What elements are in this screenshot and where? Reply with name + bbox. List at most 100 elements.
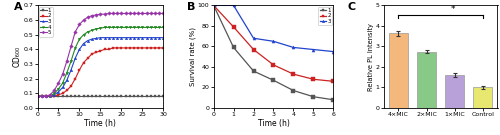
2 — [330, 80, 336, 82]
Legend: 1, 2, 3, 4, 5: 1, 2, 3, 4, 5 — [38, 6, 52, 36]
4 — [110, 27, 116, 28]
1 — [68, 95, 74, 97]
Line: 5: 5 — [36, 12, 164, 97]
Y-axis label: Relative PL Intensity: Relative PL Intensity — [368, 23, 374, 91]
2 — [98, 50, 103, 52]
3 — [47, 95, 53, 97]
Line: 4: 4 — [36, 26, 164, 97]
1 — [122, 95, 128, 97]
3 — [144, 37, 150, 38]
4 — [102, 27, 107, 28]
1 — [93, 95, 99, 97]
3 — [156, 37, 162, 38]
3 — [152, 37, 158, 38]
5 — [64, 60, 70, 62]
1 — [330, 99, 336, 101]
1 — [80, 95, 86, 97]
4 — [106, 27, 112, 28]
4 — [85, 31, 91, 33]
1 — [38, 95, 44, 97]
5 — [60, 73, 66, 75]
2 — [60, 92, 66, 94]
5 — [102, 13, 107, 15]
3 — [102, 37, 107, 38]
4 — [76, 38, 82, 40]
2 — [85, 57, 91, 59]
3 — [106, 37, 112, 38]
3 — [80, 43, 86, 44]
5 — [156, 13, 162, 14]
2 — [68, 85, 74, 87]
5 — [152, 13, 158, 14]
5 — [52, 90, 58, 91]
4 — [60, 82, 66, 84]
5 — [85, 16, 91, 18]
4 — [89, 30, 95, 31]
2 — [102, 49, 107, 50]
Text: A: A — [14, 2, 22, 12]
1 — [98, 95, 103, 97]
5 — [38, 95, 44, 97]
2 — [76, 69, 82, 71]
1 — [76, 95, 82, 97]
5 — [89, 15, 95, 16]
5 — [114, 13, 120, 14]
1 — [144, 95, 150, 97]
2 — [156, 47, 162, 49]
5 — [144, 13, 150, 14]
1 — [72, 95, 78, 97]
Line: 2: 2 — [36, 47, 164, 97]
4 — [114, 27, 120, 28]
5 — [76, 24, 82, 25]
3 — [72, 57, 78, 59]
1 — [160, 95, 166, 97]
2 — [47, 95, 53, 97]
2 — [152, 47, 158, 49]
X-axis label: Time (h): Time (h) — [258, 119, 290, 128]
Bar — [389, 33, 408, 108]
5 — [126, 13, 132, 14]
3 — [210, 5, 216, 6]
5 — [47, 94, 53, 96]
2 — [250, 49, 256, 50]
5 — [160, 13, 166, 14]
2 — [118, 47, 124, 49]
3 — [68, 69, 74, 71]
1 — [56, 95, 62, 97]
2 — [122, 47, 128, 49]
4 — [148, 27, 154, 28]
2 — [52, 95, 58, 97]
3 — [140, 37, 145, 38]
2 — [160, 47, 166, 49]
1 — [250, 70, 256, 72]
2 — [34, 95, 40, 97]
3 — [85, 40, 91, 41]
5 — [34, 95, 40, 97]
2 — [38, 95, 44, 97]
1 — [135, 95, 141, 97]
3 — [60, 87, 66, 88]
1 — [290, 90, 296, 91]
5 — [56, 82, 62, 84]
4 — [156, 27, 162, 28]
2 — [131, 47, 137, 49]
1 — [34, 95, 40, 97]
1 — [89, 95, 95, 97]
5 — [72, 31, 78, 33]
2 — [80, 62, 86, 63]
5 — [110, 13, 116, 14]
2 — [290, 73, 296, 75]
1 — [52, 95, 58, 97]
2 — [64, 90, 70, 91]
Line: 3: 3 — [36, 36, 164, 97]
3 — [64, 79, 70, 81]
4 — [68, 60, 74, 62]
3 — [330, 51, 336, 52]
4 — [131, 27, 137, 28]
4 — [135, 27, 141, 28]
3 — [38, 95, 44, 97]
4 — [52, 92, 58, 94]
3 — [148, 37, 154, 38]
3 — [52, 94, 58, 96]
2 — [210, 5, 216, 6]
